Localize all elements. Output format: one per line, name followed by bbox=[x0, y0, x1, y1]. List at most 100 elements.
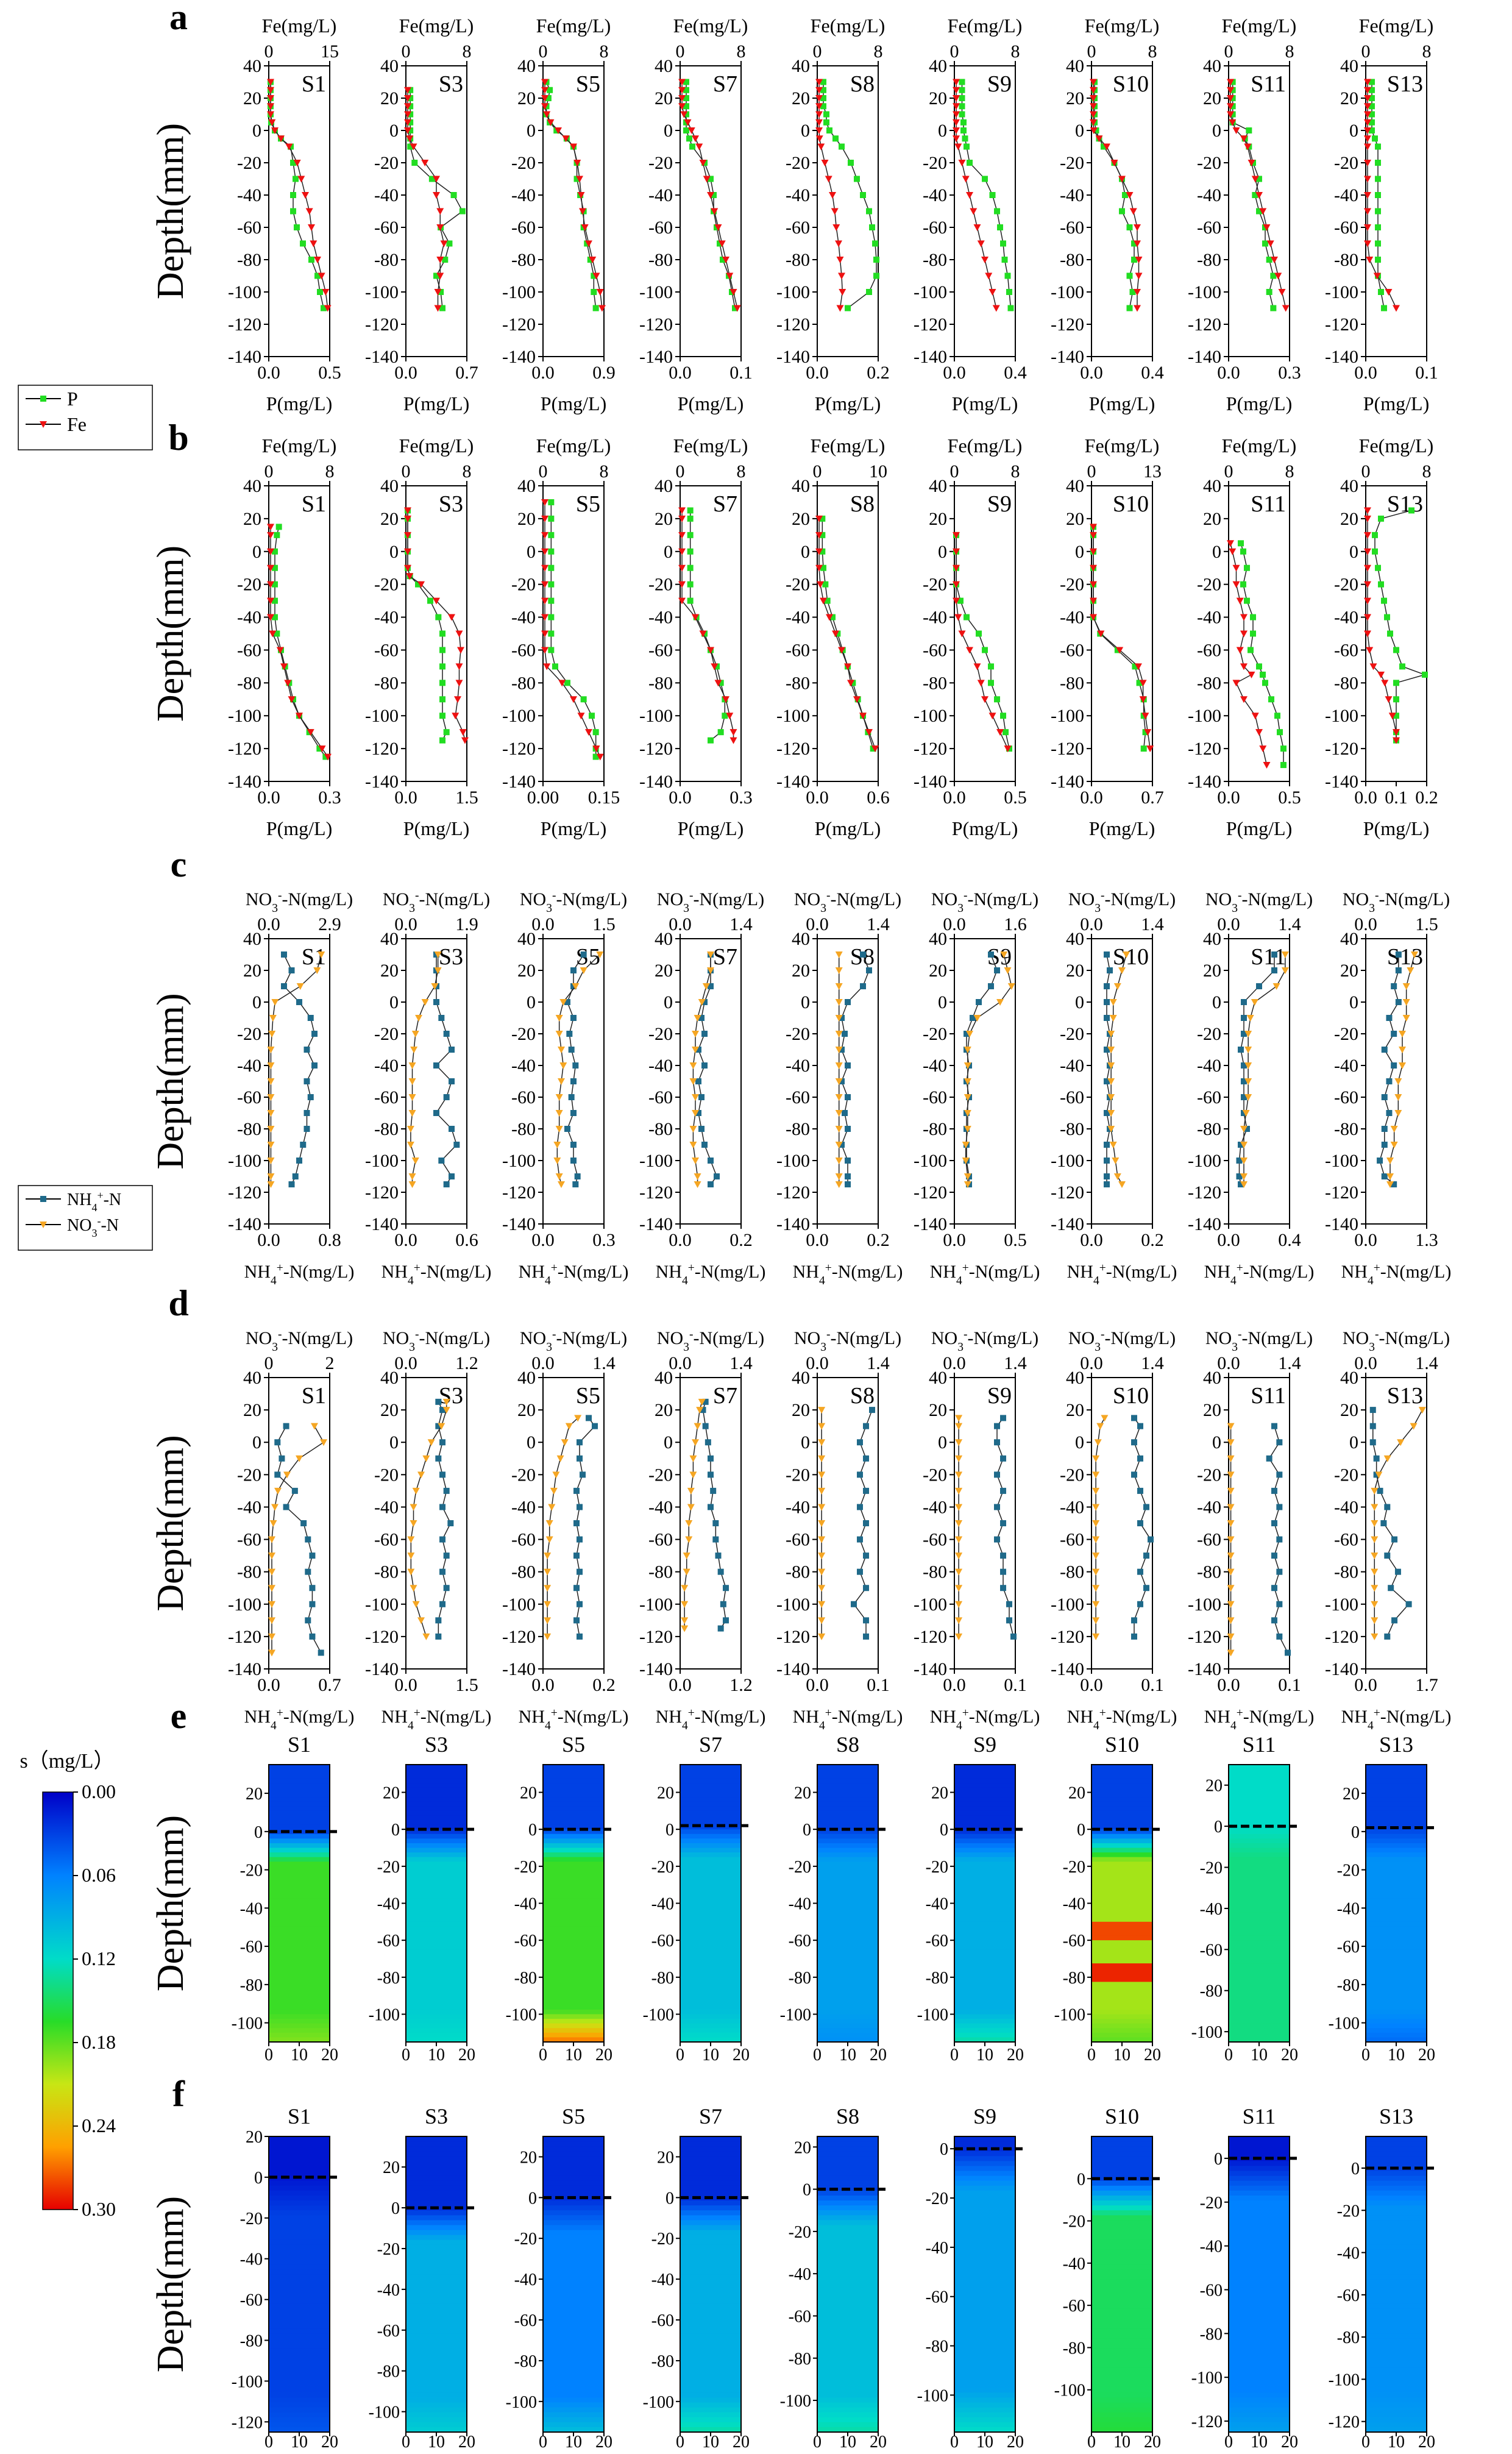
heat-strip bbox=[680, 2146, 741, 2152]
heat-strip bbox=[406, 1815, 467, 1821]
heat-strip bbox=[269, 2005, 330, 2010]
data-point-Fe bbox=[434, 289, 442, 296]
data-point-NO3 bbox=[1227, 1568, 1235, 1576]
heat-strip bbox=[680, 2156, 741, 2162]
y-tick-label: -40 bbox=[923, 1497, 947, 1517]
heat-strip bbox=[406, 2417, 467, 2423]
heat-strip bbox=[269, 1963, 330, 1969]
data-point-P bbox=[1000, 713, 1006, 719]
heat-strip bbox=[680, 2161, 741, 2167]
heat-strip bbox=[543, 2392, 604, 2399]
data-point-NO3 bbox=[1386, 1173, 1394, 1180]
data-point-Fe bbox=[541, 87, 548, 94]
y-tick-label: 0 bbox=[252, 992, 261, 1012]
heat-strip bbox=[680, 1894, 741, 1899]
data-point-P bbox=[548, 630, 555, 637]
data-point-NH4 bbox=[708, 983, 714, 989]
heat-strip bbox=[1091, 2255, 1152, 2260]
data-point-NO3 bbox=[681, 1601, 689, 1608]
heat-strip bbox=[406, 2151, 467, 2157]
heat-strip bbox=[543, 1908, 604, 1913]
data-point-NO3 bbox=[267, 1181, 275, 1188]
y-tick-label: 20 bbox=[1340, 88, 1358, 108]
bottom-tick-label: 1.5 bbox=[455, 788, 478, 808]
heat-strip bbox=[269, 2190, 330, 2196]
data-point-NH4 bbox=[1256, 983, 1262, 989]
data-point-NH4 bbox=[702, 1423, 709, 1429]
bottom-tick-label: 1.2 bbox=[729, 1675, 753, 1695]
y-tick-label: -40 bbox=[1334, 1056, 1358, 1076]
heat-strip bbox=[954, 1876, 1015, 1881]
data-point-Fe bbox=[981, 696, 988, 703]
heat-strip bbox=[680, 1940, 741, 1946]
bottom-tick-label: 0.0 bbox=[943, 1675, 966, 1695]
heat-strip bbox=[680, 1968, 741, 1973]
y-tick-label: 0 bbox=[803, 2181, 811, 2200]
data-point-Fe bbox=[703, 176, 711, 183]
y-tick-label: -80 bbox=[1060, 250, 1084, 270]
colorbar-tick-label: 0.00 bbox=[82, 1780, 116, 1802]
data-point-NH4 bbox=[303, 1047, 310, 1053]
heat-strip bbox=[1091, 2037, 1152, 2043]
y-tick-label: -60 bbox=[923, 1530, 947, 1550]
data-point-P bbox=[1369, 111, 1375, 118]
y-tick-label: -100 bbox=[780, 2006, 811, 2025]
data-point-Fe bbox=[1134, 224, 1141, 231]
site-label: S10 bbox=[1113, 71, 1149, 97]
heat-strip bbox=[269, 1820, 330, 1826]
y-tick-label: -140 bbox=[365, 1214, 399, 1234]
heat-strip bbox=[1091, 2388, 1152, 2393]
heat-strip bbox=[406, 2328, 467, 2334]
data-point-P bbox=[957, 597, 964, 604]
data-point-Fe bbox=[1364, 79, 1371, 86]
heat-strip bbox=[269, 1898, 330, 1904]
heat-strip bbox=[1366, 2373, 1427, 2378]
data-point-NO3 bbox=[1092, 1552, 1100, 1560]
data-point-Fe bbox=[543, 111, 551, 118]
y-tick-label: -60 bbox=[1060, 1530, 1084, 1550]
data-point-P bbox=[832, 135, 839, 142]
y-tick-label: -40 bbox=[648, 1497, 673, 1517]
heat-strip bbox=[269, 2255, 330, 2260]
y-tick-label: -20 bbox=[1197, 1465, 1221, 1485]
data-point-P bbox=[1126, 224, 1133, 230]
data-point-NO3 bbox=[1244, 1094, 1252, 1101]
data-point-Fe bbox=[1090, 111, 1097, 118]
heat-strip bbox=[817, 1949, 878, 1955]
data-point-Fe bbox=[692, 135, 699, 143]
data-point-P bbox=[683, 127, 689, 133]
bottom-axis-title: P(mg/L) bbox=[678, 393, 744, 414]
data-point-P bbox=[1262, 680, 1268, 686]
site-label: S8 bbox=[850, 1383, 875, 1409]
x-tick-label: 20 bbox=[1144, 2433, 1161, 2452]
heat-strip bbox=[680, 1787, 741, 1793]
data-point-NO3 bbox=[696, 1407, 704, 1414]
top-tick-label: 1.4 bbox=[1141, 914, 1164, 934]
top-tick-label: 8 bbox=[1422, 461, 1432, 482]
heat-strip bbox=[406, 1885, 467, 1890]
y-tick-label: -100 bbox=[502, 1595, 536, 1615]
y-tick-label: -40 bbox=[240, 1899, 263, 1918]
heat-strip bbox=[817, 1797, 878, 1802]
y-tick-label: -80 bbox=[1334, 673, 1358, 693]
heat-strip bbox=[543, 2156, 604, 2162]
y-tick-label: -120 bbox=[1188, 1627, 1221, 1647]
y-tick-label: -80 bbox=[648, 673, 673, 693]
heat-strip bbox=[269, 1783, 330, 1788]
heat-strip bbox=[406, 2388, 467, 2393]
data-point-NO3 bbox=[442, 1398, 450, 1406]
series-line-Fe bbox=[681, 510, 734, 741]
heat-strip bbox=[1229, 2402, 1290, 2408]
bottom-tick-label: 0.1 bbox=[1385, 788, 1408, 808]
y-tick-label: 40 bbox=[1340, 929, 1358, 949]
heat-strip bbox=[1229, 2264, 1290, 2270]
heat-strip bbox=[680, 2402, 741, 2408]
data-point-Fe bbox=[953, 95, 960, 102]
x-tick-label: 0 bbox=[1087, 2433, 1096, 2452]
y-tick-label: -100 bbox=[1051, 282, 1084, 302]
heat-strip bbox=[1366, 1797, 1427, 1802]
x-tick-label: 20 bbox=[595, 2433, 612, 2452]
top-tick-label: 0.0 bbox=[669, 914, 692, 934]
heat-strip bbox=[1366, 1871, 1427, 1876]
